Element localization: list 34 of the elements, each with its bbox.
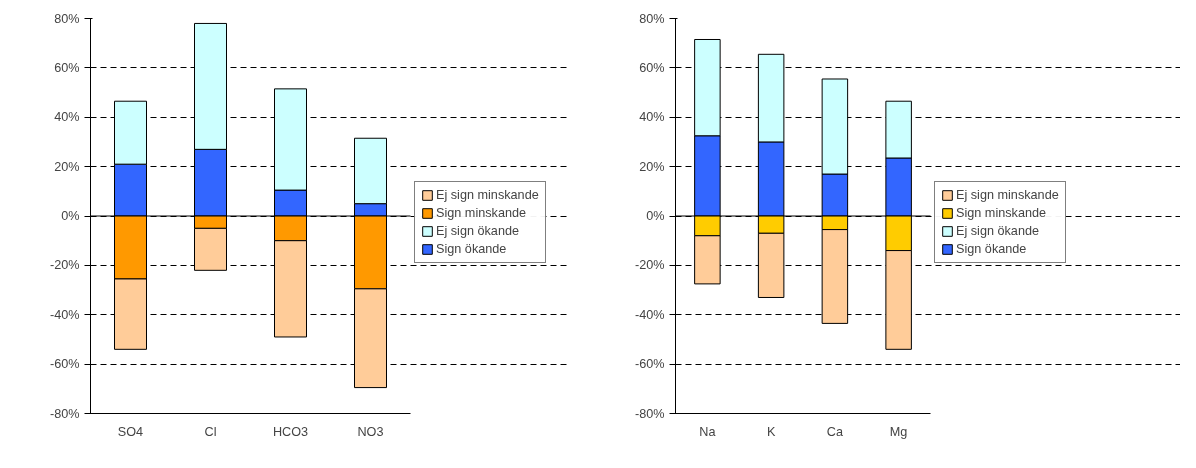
- y-tick-label: 40%: [639, 110, 665, 125]
- legend-label: Ej sign ökande: [436, 224, 520, 238]
- y-tick-label: -40%: [49, 307, 80, 322]
- x-tick-label: Ca: [826, 424, 844, 439]
- x-tick-label: SO4: [117, 424, 144, 439]
- y-tick-label: 60%: [639, 60, 665, 75]
- y-tick-label: -80%: [634, 406, 665, 421]
- y-tick-label: -80%: [49, 406, 80, 421]
- y-tick-label: -20%: [49, 258, 80, 273]
- x-tick-label: NO3: [357, 424, 384, 439]
- y-tick-label: 0%: [646, 209, 665, 223]
- x-tick-label: K: [766, 424, 776, 439]
- x-tick-label: Na: [699, 424, 717, 439]
- legend-label: Sign minskande: [956, 206, 1047, 220]
- y-tick-label: -60%: [634, 357, 665, 372]
- legend-label: Ej sign minskande: [436, 188, 539, 202]
- x-tick-label: Cl: [204, 424, 217, 439]
- x-tick-label: Mg: [889, 424, 908, 439]
- y-tick-label: 0%: [61, 209, 80, 223]
- y-tick-label: -60%: [49, 357, 80, 372]
- legend-label: Sign ökande: [956, 242, 1027, 256]
- legend-label: Sign minskande: [436, 206, 527, 220]
- y-tick-label: 80%: [639, 11, 665, 26]
- y-tick-label: 80%: [54, 11, 80, 26]
- x-tick-label: HCO3: [272, 424, 309, 439]
- y-tick-label: 20%: [54, 159, 80, 174]
- legend-label: Ej sign minskande: [956, 188, 1059, 202]
- y-tick-label: 60%: [54, 60, 80, 75]
- y-tick-label: -20%: [634, 258, 665, 273]
- y-tick-label: 40%: [54, 110, 80, 125]
- legend-label: Sign ökande: [436, 242, 507, 256]
- y-tick-label: -40%: [634, 307, 665, 322]
- legend-label: Ej sign ökande: [956, 224, 1040, 238]
- y-tick-label: 20%: [639, 159, 665, 174]
